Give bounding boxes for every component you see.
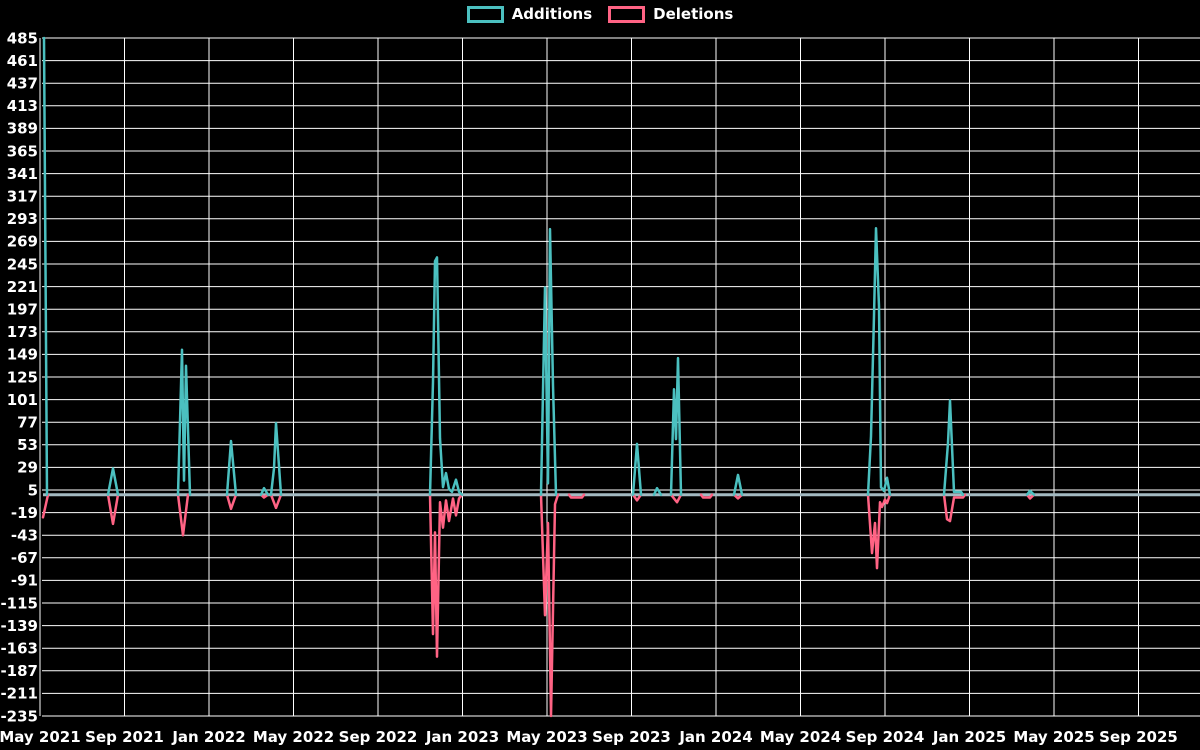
y-tick-label: -19: [11, 504, 38, 522]
deletions-line-segment: [699, 493, 714, 499]
x-tick-label: Sep 2024: [846, 728, 925, 746]
y-tick-label: 365: [7, 142, 38, 160]
y-tick-label: -139: [0, 617, 38, 635]
y-tick-label: -91: [11, 572, 38, 590]
y-tick-label: 149: [7, 346, 38, 364]
deletions-line-segment: [539, 493, 560, 718]
y-tick-label: 461: [7, 52, 38, 70]
deletions-line-segment: [1025, 493, 1036, 500]
legend-item-additions[interactable]: Additions: [466, 5, 593, 23]
deletions-line-segment: [866, 493, 892, 570]
deletions-legend-label: Deletions: [653, 5, 734, 23]
y-tick-label: 77: [17, 413, 38, 431]
y-tick-label: 5: [28, 481, 38, 499]
deletions-line-segment: [259, 493, 270, 499]
y-tick-label: -235: [0, 707, 38, 725]
deletions-line-segment: [732, 493, 744, 500]
y-tick-label: 341: [7, 165, 38, 183]
additions-line-segment: [176, 348, 192, 496]
x-tick-label: May 2021: [0, 728, 81, 746]
x-tick-label: Jan 2022: [171, 728, 245, 746]
deletions-line-segment: [567, 493, 586, 499]
y-tick-label: 101: [7, 391, 38, 409]
y-tick-label: -211: [0, 685, 38, 703]
x-tick-label: Jan 2025: [932, 728, 1006, 746]
y-tick-label: 485: [7, 29, 38, 47]
deletions-line-segment: [669, 493, 683, 504]
x-tick-label: May 2025: [1013, 728, 1094, 746]
y-tick-label: 317: [7, 187, 38, 205]
x-tick-label: May 2022: [253, 728, 334, 746]
deletions-line-segment: [428, 493, 464, 658]
y-tick-label: 221: [7, 278, 38, 296]
x-tick-label: Sep 2023: [592, 728, 671, 746]
deletions-line-segment: [269, 493, 283, 510]
x-tick-label: Jan 2023: [425, 728, 499, 746]
legend-item-deletions[interactable]: Deletions: [608, 6, 733, 23]
y-tick-label: -163: [0, 639, 38, 657]
additions-line-segment: [631, 442, 643, 496]
additions-line-segment: [652, 486, 663, 496]
x-tick-label: Sep 2021: [85, 728, 164, 746]
y-tick-label: 53: [17, 436, 38, 454]
y-tick-label: 413: [7, 97, 38, 115]
y-tick-label: 269: [7, 233, 38, 251]
additions-line-segment: [942, 399, 965, 496]
y-tick-label: 173: [7, 323, 38, 341]
deletions-color-swatch: [608, 6, 646, 23]
additions-line-segment: [269, 421, 283, 496]
y-tick-label: 293: [7, 210, 38, 228]
y-tick-label: 29: [17, 459, 38, 477]
y-tick-label: 245: [7, 255, 38, 273]
y-tick-label: -115: [0, 594, 38, 612]
additions-line-segment: [669, 356, 683, 496]
deletions-line-segment: [41, 493, 50, 519]
additions-line-segment: [428, 256, 464, 496]
additions-line-segment: [866, 226, 892, 496]
deletions-line-segment: [631, 493, 643, 502]
x-tick-label: May 2024: [760, 728, 841, 746]
x-tick-label: May 2023: [506, 728, 587, 746]
additions-line-segment: [1025, 489, 1036, 496]
additions-line-segment: [106, 467, 120, 496]
deletions-line-segment: [106, 493, 120, 526]
y-tick-label: 125: [7, 368, 38, 386]
additions-legend-label: Additions: [511, 5, 593, 23]
deletions-line-segment: [942, 493, 967, 523]
deletions-line-segment: [176, 493, 190, 537]
y-tick-label: -67: [11, 549, 38, 567]
y-tick-label: 197: [7, 300, 38, 318]
y-tick-label: 437: [7, 74, 38, 92]
y-tick-label: 389: [7, 120, 38, 138]
deletions-line-segment: [225, 493, 238, 511]
x-tick-label: Sep 2025: [1099, 728, 1178, 746]
x-tick-label: Jan 2024: [678, 728, 752, 746]
chart-legend: Additions Deletions: [0, 6, 1200, 23]
x-tick-label: Sep 2022: [339, 728, 418, 746]
additions-line-segment: [539, 227, 558, 496]
additions-line-segment: [225, 439, 238, 496]
additions-color-swatch: [466, 6, 504, 23]
additions-line-segment: [42, 36, 49, 496]
y-tick-label: -187: [0, 662, 38, 680]
additions-line-segment: [259, 486, 270, 496]
y-tick-label: -43: [11, 526, 38, 544]
additions-line-segment: [732, 473, 744, 496]
